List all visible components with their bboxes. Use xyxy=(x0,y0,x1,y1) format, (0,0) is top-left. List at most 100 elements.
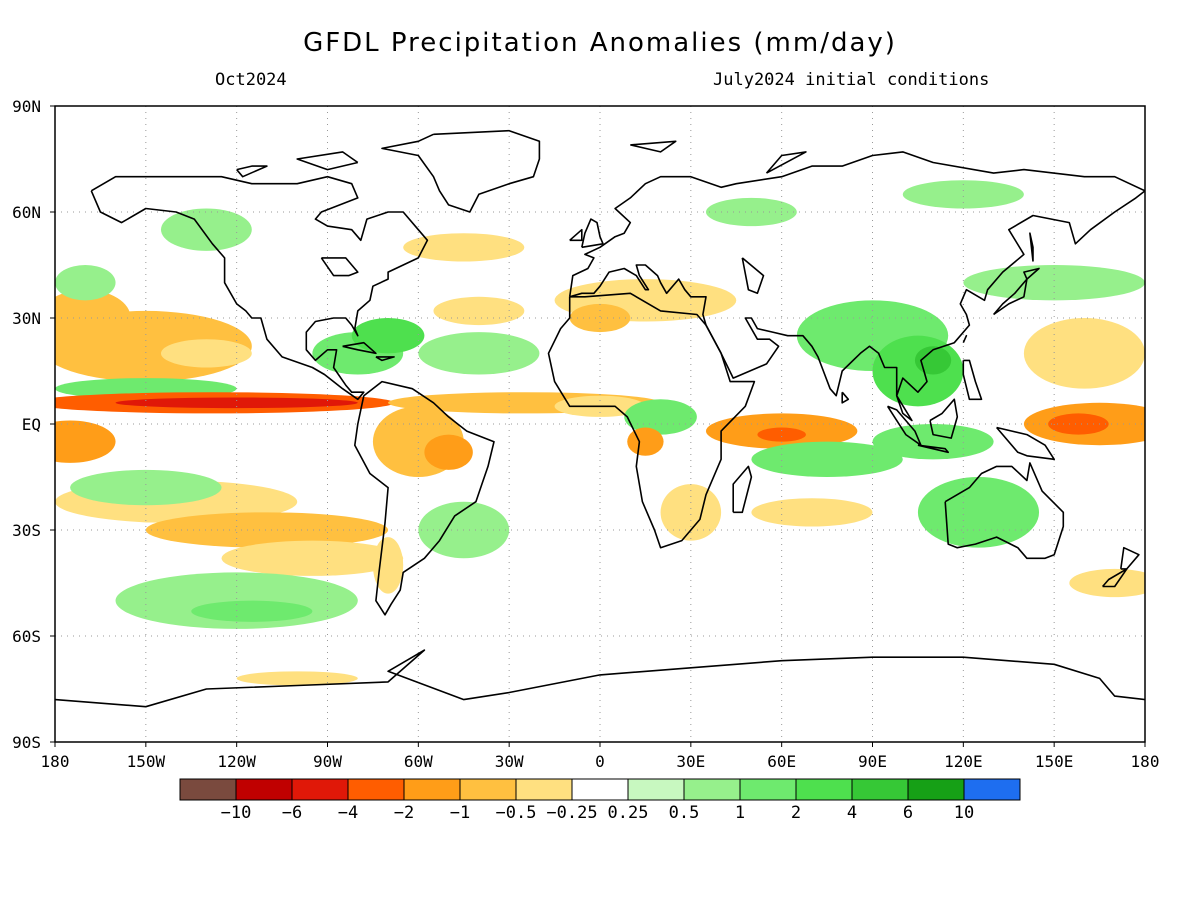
colorbar-label: 1 xyxy=(735,803,745,823)
anomaly-region-23 xyxy=(424,434,473,470)
coastline xyxy=(354,380,495,616)
anomaly-region-19 xyxy=(403,233,525,262)
colorbar-swatch-3 xyxy=(347,778,405,801)
colorbar-swatch-13 xyxy=(907,778,965,801)
coastline xyxy=(886,405,922,446)
coastline xyxy=(1120,546,1140,570)
anomaly-region-32 xyxy=(757,427,806,442)
lon-label: 180 xyxy=(1131,752,1160,771)
anomaly-region-43 xyxy=(963,265,1145,301)
graticule xyxy=(55,106,1145,742)
lat-label: 90S xyxy=(12,733,41,752)
anomaly-region-9 xyxy=(221,540,404,576)
anomaly-region-42 xyxy=(1048,413,1109,435)
coastline xyxy=(569,190,1145,422)
colorbar-swatch-11 xyxy=(795,778,853,801)
colorbar-label: −6 xyxy=(282,803,302,823)
colorbar-swatch-10 xyxy=(739,778,797,801)
coastline xyxy=(1101,568,1128,588)
colorbar-swatch-1 xyxy=(235,778,293,801)
colorbar-swatch-14 xyxy=(963,778,1021,801)
colorbar-label: 0.25 xyxy=(608,803,649,823)
figure-title: GFDL Precipitation Anomalies (mm/day) xyxy=(303,28,897,58)
coastline xyxy=(569,228,583,242)
coastline xyxy=(381,129,541,213)
colorbar-swatch-2 xyxy=(291,778,349,801)
anomaly-region-28 xyxy=(624,399,697,435)
coastline xyxy=(236,165,268,178)
colorbar-swatch-9 xyxy=(683,778,741,801)
lon-label: 180 xyxy=(41,752,70,771)
colorbar-label: −2 xyxy=(394,803,414,823)
anomaly-region-17 xyxy=(418,332,540,375)
anomaly-region-5 xyxy=(115,397,358,409)
anomaly-region-46 xyxy=(902,180,1024,209)
lon-label: 120W xyxy=(217,752,256,771)
lake-outline xyxy=(320,257,359,277)
anomaly-region-30 xyxy=(660,484,722,541)
coastline xyxy=(917,444,949,454)
lon-label: 120E xyxy=(944,752,983,771)
colorbar-label: 2 xyxy=(791,803,801,823)
coastline xyxy=(342,341,377,355)
initial-conditions-label: July2024 initial conditions xyxy=(713,70,990,90)
coastline xyxy=(1029,232,1034,262)
anomaly-region-16 xyxy=(351,318,425,354)
coastline xyxy=(581,218,604,249)
anomaly-shading-layer xyxy=(55,180,1145,686)
colorbar-swatch-0 xyxy=(179,778,237,801)
colorbar-label: −0.25 xyxy=(546,803,597,823)
coastline xyxy=(929,398,959,439)
coastline xyxy=(944,462,1065,560)
anomaly-region-44 xyxy=(1069,568,1145,598)
colorbar-label: −0.5 xyxy=(496,803,537,823)
colorbar-label: −1 xyxy=(450,803,470,823)
anomaly-region-18 xyxy=(433,296,525,326)
coastline xyxy=(962,359,983,401)
coastline xyxy=(568,151,1145,297)
coastline xyxy=(547,292,756,549)
anomaly-region-37 xyxy=(914,346,952,375)
anomaly-region-14 xyxy=(160,208,252,251)
lake-outline xyxy=(741,257,765,295)
anomaly-region-2 xyxy=(160,339,252,368)
lon-label: 90W xyxy=(313,752,342,771)
colorbar-swatch-12 xyxy=(851,778,909,801)
lon-label: 0 xyxy=(595,752,605,771)
lat-label: 60N xyxy=(12,203,41,222)
coastline-layer xyxy=(55,129,1145,708)
lon-label: 150W xyxy=(127,752,166,771)
lon-label: 90E xyxy=(858,752,887,771)
anomaly-region-13 xyxy=(55,265,116,301)
anomaly-region-12 xyxy=(191,600,313,622)
colorbar-swatch-6 xyxy=(515,778,573,801)
lon-label: 60E xyxy=(767,752,796,771)
anomaly-region-39 xyxy=(872,424,994,460)
latitude-labels: 90N 60N 30N EQ 30S 60S 90S xyxy=(12,97,55,752)
lat-label: 90N xyxy=(12,97,41,116)
coastline xyxy=(992,267,1040,316)
colorbar-swatch-5 xyxy=(459,778,517,801)
valid-month-label: Oct2024 xyxy=(215,70,287,90)
anomaly-region-34 xyxy=(751,498,873,527)
colorbar-label: 4 xyxy=(847,803,857,823)
coastline xyxy=(995,426,1055,461)
colorbar-label: 10 xyxy=(954,803,974,823)
anomaly-region-45 xyxy=(236,671,358,686)
anomaly-region-27 xyxy=(569,303,631,333)
colorbar xyxy=(179,778,1021,801)
coastline xyxy=(732,465,753,514)
anomaly-region-1 xyxy=(55,289,131,347)
lon-label: 30W xyxy=(495,752,524,771)
colorbar-label: −4 xyxy=(338,803,358,823)
anomaly-region-40 xyxy=(1023,318,1145,389)
coastline xyxy=(630,140,677,153)
colorbar-label: −10 xyxy=(221,803,252,823)
coastline xyxy=(765,151,807,174)
anomaly-region-6 xyxy=(55,420,116,463)
anomaly-region-25 xyxy=(372,537,404,594)
lat-label: 30S xyxy=(12,521,41,540)
coastline xyxy=(962,334,968,344)
lat-label: EQ xyxy=(22,415,41,434)
